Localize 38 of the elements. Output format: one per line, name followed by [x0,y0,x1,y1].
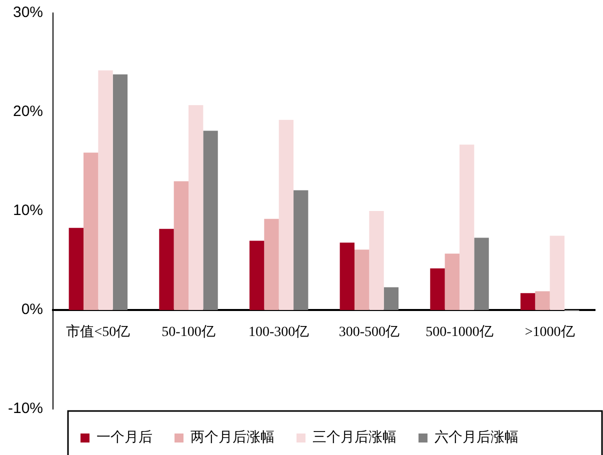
bar [174,181,189,310]
bar [430,268,445,310]
bar [278,120,294,310]
bar [369,211,384,310]
x-tick-label: 300-500亿 [338,324,400,340]
bar [264,218,279,310]
bar [188,105,204,310]
x-tick-label: 市值<50亿 [66,324,130,340]
y-tick-label: -10% [8,400,44,418]
bar [354,250,370,310]
x-tick-label: >1000亿 [524,324,575,340]
x-tick-label: 500-1000亿 [426,324,494,340]
bar [112,74,128,310]
bar [98,70,113,310]
bar [520,293,536,310]
bar [460,144,474,310]
y-tick-label: 30% [12,4,44,22]
y-tick-label: 20% [12,103,44,120]
legend-label: 六个月后涨幅 [434,430,518,446]
bar [203,130,218,310]
legend-label: 两个月后涨幅 [190,430,274,446]
y-tick-label: 10% [12,202,44,220]
legend-label: 三个月后涨幅 [312,430,396,446]
bar [84,152,98,310]
bar [535,291,550,310]
bar [474,238,489,310]
legend-label: 一个月后 [96,430,152,446]
bar [68,228,84,310]
x-tick-label: 100-300亿 [248,324,310,340]
bar [550,236,565,310]
bar [384,287,399,310]
bar [444,254,460,310]
y-tick-label: 0% [21,301,44,318]
bar [249,240,264,310]
x-tick-label: 50-100亿 [162,324,216,340]
bar [294,190,308,310]
bar [159,228,174,310]
bar [340,242,354,310]
